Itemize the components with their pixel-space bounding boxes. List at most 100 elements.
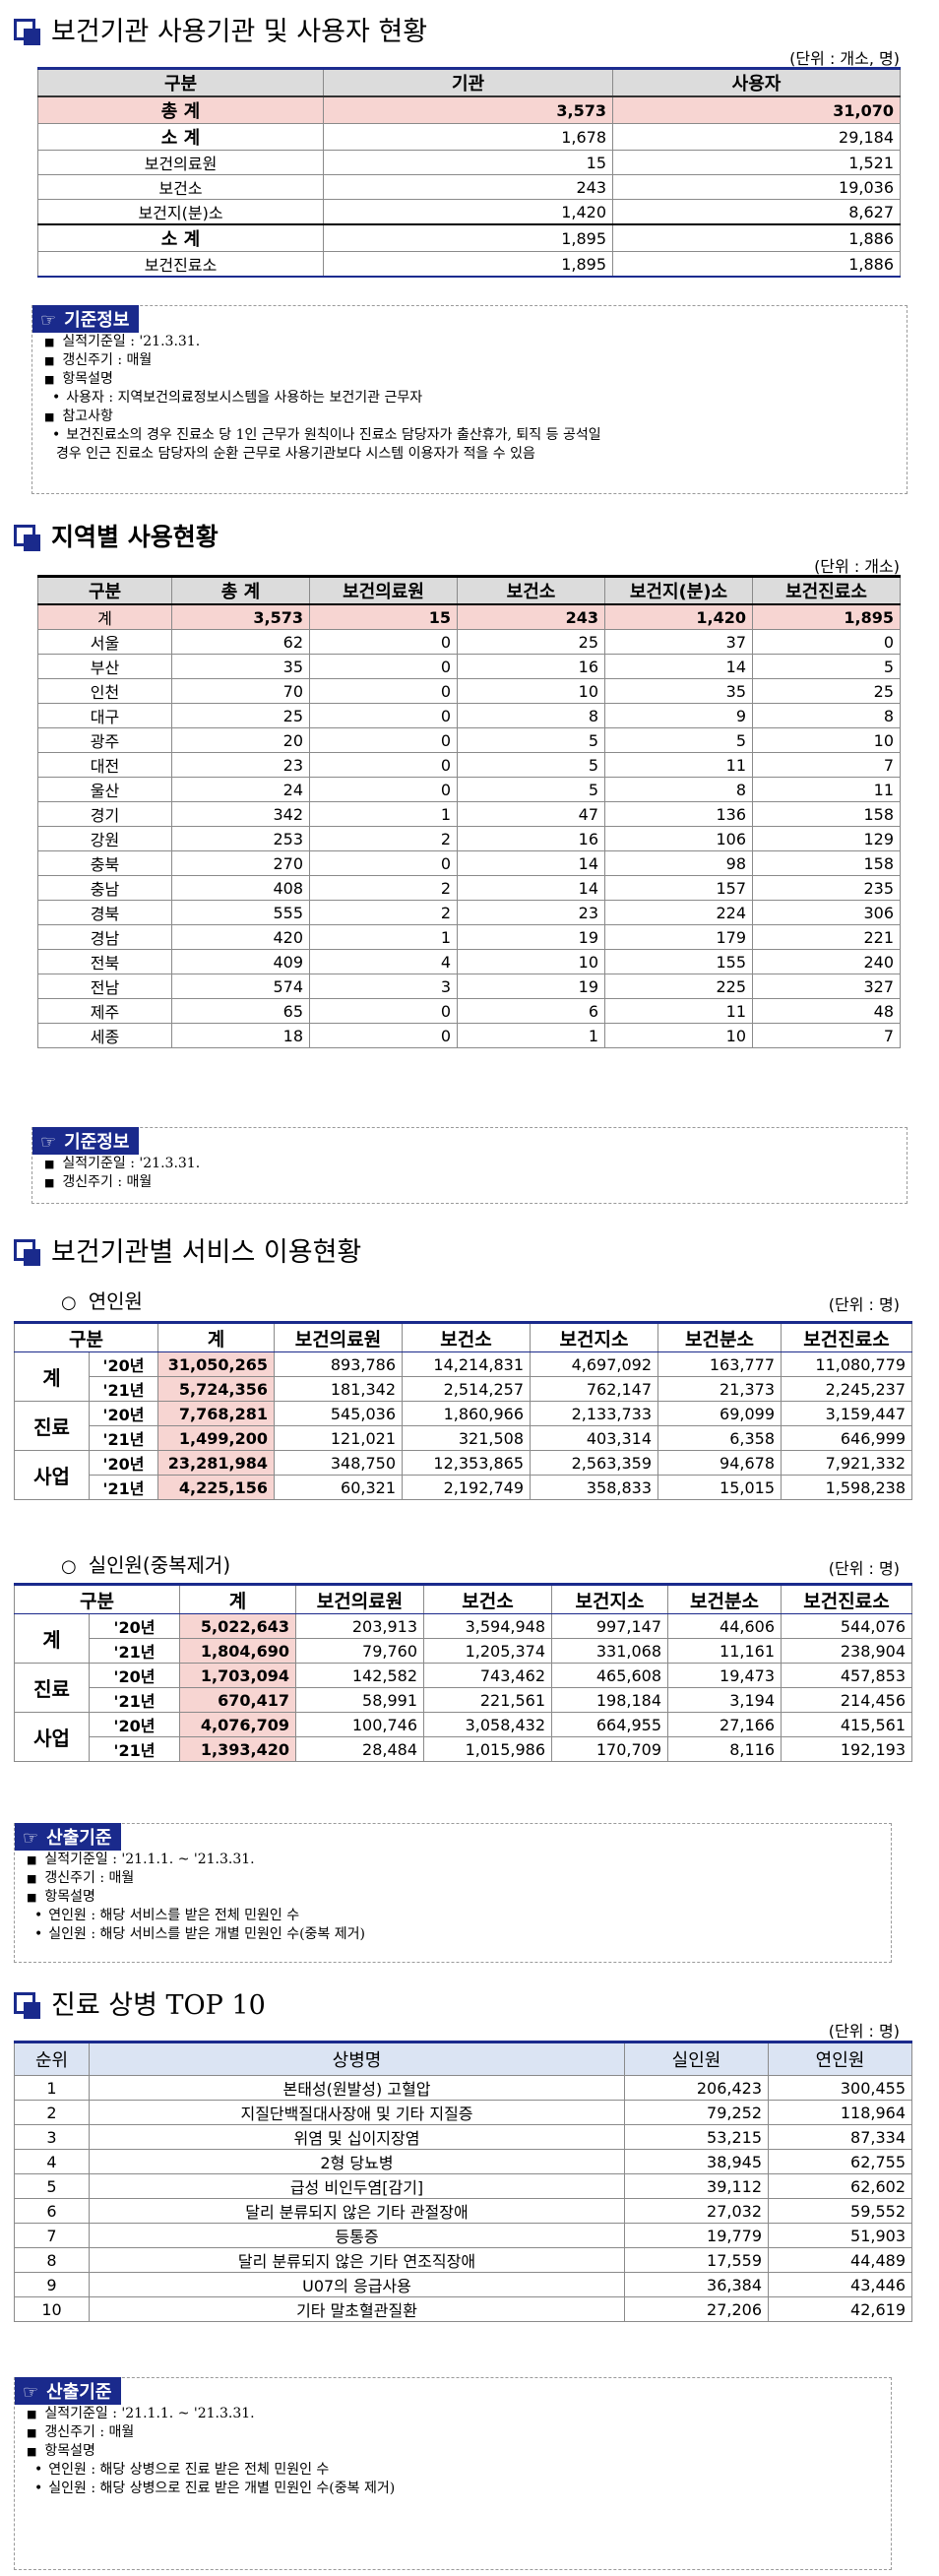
col-header: 보건진료소 <box>781 1583 912 1614</box>
table-row: 경기 342 1 47 136 158 <box>37 801 901 827</box>
cell: 743,462 <box>423 1663 552 1688</box>
table-row: 보건진료소 1,895 1,886 <box>37 251 901 278</box>
info-line: 갱신주기 : 매월 <box>44 1173 897 1192</box>
col-header: 사용자 <box>612 68 901 97</box>
circle-bullet-icon: ○ <box>61 1556 77 1577</box>
total-cell: 31,050,265 <box>157 1351 275 1377</box>
row-label: 대구 <box>37 703 172 728</box>
table-row: 보건소 243 19,036 <box>37 174 901 200</box>
subsection-silin: ○ 실인원(중복제거) <box>61 1553 231 1577</box>
info-tag: ☞ 기준정보 <box>32 1127 140 1155</box>
info-line: 실적기준일 : '21.3.31. <box>44 333 897 351</box>
cell: 1,205,374 <box>423 1638 552 1664</box>
table-row: 6 달리 분류되지 않은 기타 관절장애 27,032 59,552 <box>14 2198 912 2224</box>
table-row: 부산 35 0 16 14 5 <box>37 654 901 679</box>
cell: 348,750 <box>274 1450 403 1476</box>
cell: 16 <box>457 826 605 851</box>
table-row: 경북 555 2 23 224 306 <box>37 900 901 925</box>
cell: 25 <box>752 678 901 704</box>
row-label: 보건소 <box>37 174 324 200</box>
cell: 0 <box>309 654 458 679</box>
info-line: 보건진료소의 경우 진료소 당 1인 근무가 원칙이나 진료소 담당자가 출산휴… <box>44 426 897 445</box>
info-line: 갱신주기 : 매월 <box>44 351 897 370</box>
table-row: 충남 408 2 14 157 235 <box>37 875 901 901</box>
table-row: 진료 '20년 1,703,094 142,582 743,462 465,608 19,4… <box>14 1663 912 1713</box>
cell: 3,573 <box>323 95 613 124</box>
info-box: ☞기준정보 실적기준일 : '21.3.31. 갱신주기 : 매월 <box>31 1127 908 1204</box>
row-label: 세종 <box>37 1023 172 1048</box>
year-label: '20년 <box>89 1450 158 1476</box>
table-row: 충북 270 0 14 98 158 <box>37 850 901 876</box>
cell: 19,473 <box>667 1663 782 1688</box>
rank-cell: 4 <box>14 2149 90 2174</box>
table-row: 8 달리 분류되지 않은 기타 연조직장애 17,559 44,489 <box>14 2247 912 2273</box>
cell: 0 <box>309 850 458 876</box>
total-cell: 7,768,281 <box>157 1401 275 1426</box>
cell: 342 <box>171 801 310 827</box>
cell: 0 <box>309 752 458 778</box>
cell: 170,709 <box>551 1736 668 1762</box>
cell: 62,602 <box>768 2173 912 2199</box>
table-row: '21년 670,417 58,991 221,561 198,184 3,194 214,… <box>15 1687 912 1713</box>
table-row: 계 '20년 31,050,265 893,786 14,214,831 4,697,09… <box>14 1351 912 1402</box>
cell: 8,627 <box>612 199 901 225</box>
table-row: 4 2형 당뇨병 38,945 62,755 <box>14 2149 912 2174</box>
info-line: 항목설명 <box>44 370 897 389</box>
cell: 243 <box>457 603 605 630</box>
total-cell: 23,281,984 <box>157 1450 275 1476</box>
rank-cell: 9 <box>14 2272 90 2297</box>
row-label: 보건진료소 <box>37 251 324 278</box>
year-label: '21년 <box>89 1687 180 1713</box>
cell: 24 <box>171 777 310 802</box>
cell: 18 <box>171 1023 310 1048</box>
cell: 1,860,966 <box>402 1401 531 1426</box>
cell: 15,015 <box>657 1475 782 1500</box>
table-row: 소 계 1,895 1,886 <box>37 223 901 252</box>
disease-name: 달리 분류되지 않은 기타 연조직장애 <box>89 2247 625 2273</box>
table-row: 9 U07의 응급사용 36,384 43,446 <box>14 2272 912 2297</box>
total-cell: 1,804,690 <box>179 1638 296 1664</box>
table-row: 계 '20년 5,022,643 203,913 3,594,948 997,147 44,… <box>14 1613 912 1664</box>
cell: 5 <box>752 654 901 679</box>
table-row: 대전 23 0 5 11 7 <box>37 752 901 778</box>
group-label: 진료 <box>14 1401 90 1451</box>
cell: 415,561 <box>781 1712 912 1737</box>
cell: 7 <box>752 1023 901 1048</box>
year-label: '21년 <box>89 1638 180 1664</box>
cell: 1,886 <box>612 223 901 252</box>
table-row: 계 3,573 15 243 1,420 1,895 <box>37 603 901 630</box>
info-line: 갱신주기 : 매월 <box>27 2423 881 2442</box>
cell: 1 <box>309 801 458 827</box>
group-label: 사업 <box>14 1450 90 1500</box>
total-cell: 4,225,156 <box>157 1475 275 1500</box>
info-tag: ☞ 기준정보 <box>32 305 140 333</box>
cell: 1,420 <box>604 603 753 630</box>
row-label: 울산 <box>37 777 172 802</box>
row-label: 전북 <box>37 949 172 974</box>
cell: 163,777 <box>657 1351 782 1377</box>
cell: 11 <box>604 998 753 1024</box>
cell: 997,147 <box>551 1613 668 1639</box>
cell: 48 <box>752 998 901 1024</box>
cell: 6 <box>457 998 605 1024</box>
cell: 3,159,447 <box>781 1401 912 1426</box>
cell: 214,456 <box>781 1687 912 1713</box>
col-header: 상병명 <box>89 2041 625 2076</box>
cell: 38,945 <box>624 2149 769 2174</box>
row-label: 충북 <box>37 850 172 876</box>
cell: 270 <box>171 850 310 876</box>
cell: 44,489 <box>768 2247 912 2273</box>
col-header: 계 <box>179 1583 296 1614</box>
cell: 181,342 <box>274 1376 403 1402</box>
cell: 87,334 <box>768 2124 912 2150</box>
table-row: 전남 574 3 19 225 327 <box>37 974 901 999</box>
row-label: 광주 <box>37 727 172 753</box>
cell: 27,206 <box>624 2296 769 2322</box>
group-label: 계 <box>14 1613 90 1664</box>
cell: 16 <box>457 654 605 679</box>
cell: 94,678 <box>657 1450 782 1476</box>
cell: 19,779 <box>624 2223 769 2248</box>
cell: 79,760 <box>295 1638 424 1664</box>
info-line: 실적기준일 : '21.3.31. <box>44 1155 897 1173</box>
cell: 19 <box>457 974 605 999</box>
